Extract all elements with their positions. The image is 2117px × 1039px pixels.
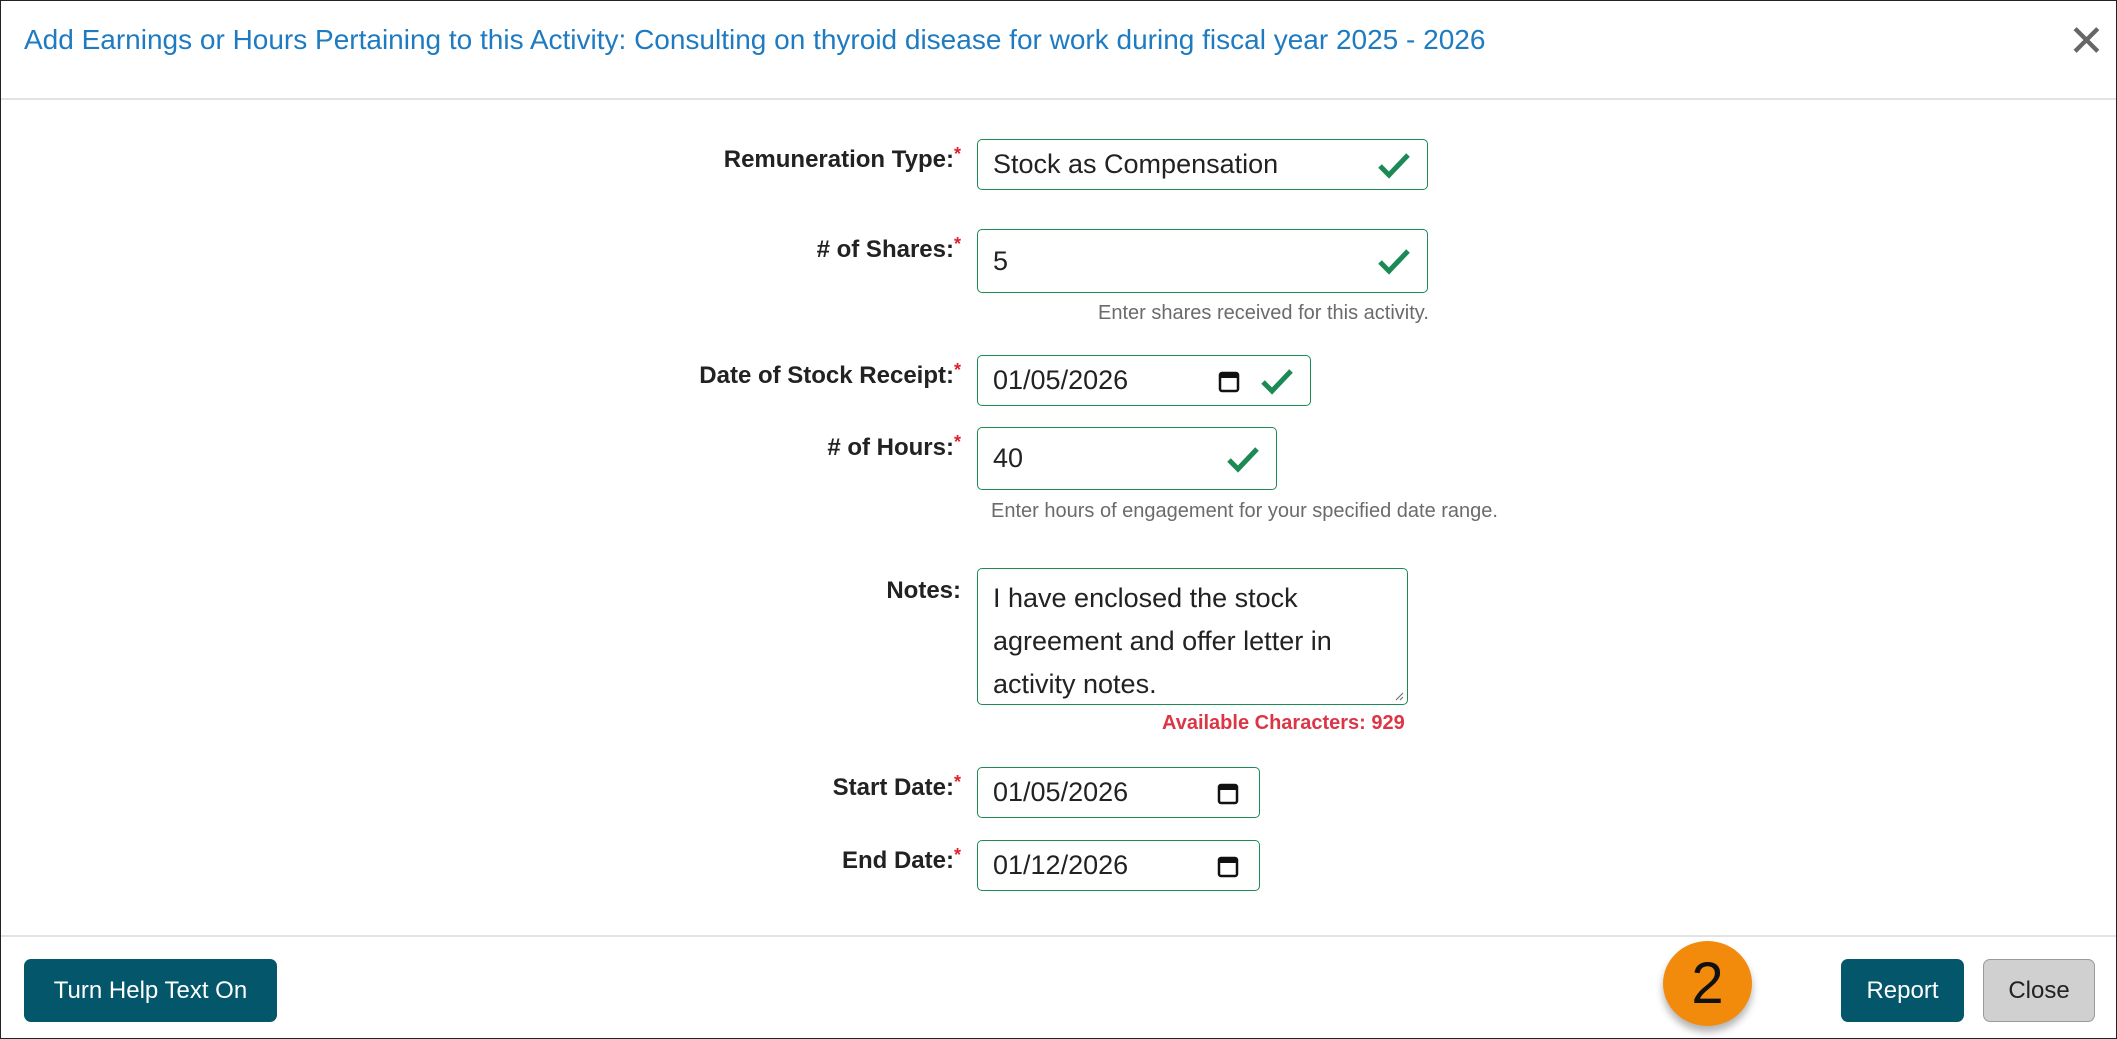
report-button[interactable]: Report — [1841, 959, 1964, 1022]
stock-receipt-date-value: 01/05/2026 — [993, 365, 1129, 395]
remuneration-type-value: Stock as Compensation — [993, 149, 1279, 179]
hours-input[interactable]: 40 — [977, 427, 1277, 490]
hours-value: 40 — [993, 443, 1024, 473]
shares-help-text: Enter shares received for this activity. — [1098, 302, 1429, 324]
start-date-value: 01/05/2026 — [993, 777, 1129, 807]
shares-value: 5 — [993, 245, 1009, 276]
start-date-label: Start Date:* — [832, 772, 961, 801]
available-characters: Available Characters: 929 — [1162, 712, 1405, 734]
header-divider — [1, 98, 2116, 100]
shares-input[interactable]: 5 — [977, 229, 1428, 293]
hours-help-text: Enter hours of engagement for your speci… — [991, 500, 1498, 522]
dialog-title: Add Earnings or Hours Pertaining to this… — [24, 24, 1486, 55]
end-date-label: End Date:* — [841, 845, 961, 874]
start-date-input[interactable]: 01/05/2026 — [977, 767, 1260, 818]
calendar-icon[interactable] — [1217, 781, 1239, 805]
check-icon — [1378, 152, 1410, 179]
calendar-icon[interactable] — [1218, 369, 1240, 393]
close-x-icon[interactable]: ✕ — [2068, 17, 2105, 66]
footer-divider — [1, 935, 2116, 937]
check-icon — [1227, 446, 1259, 473]
stock-receipt-date-label: Date of Stock Receipt:* — [699, 360, 961, 389]
check-icon — [1378, 249, 1410, 275]
remuneration-type-select[interactable]: Stock as Compensation — [977, 139, 1428, 190]
resize-handle-icon[interactable] — [1394, 691, 1404, 701]
shares-label: # of Shares:* — [816, 234, 961, 263]
remuneration-type-label: Remuneration Type:* — [723, 144, 961, 173]
end-date-input[interactable]: 01/12/2026 — [977, 840, 1260, 891]
close-button[interactable]: Close — [1983, 959, 2095, 1022]
stock-receipt-date-input[interactable]: 01/05/2026 — [977, 355, 1311, 406]
check-icon — [1261, 368, 1293, 395]
notes-value: I have enclosed the stock agreement and … — [993, 583, 1332, 699]
turn-help-text-on-button[interactable]: Turn Help Text On — [24, 959, 277, 1022]
calendar-icon[interactable] — [1217, 854, 1239, 878]
hours-label: # of Hours:* — [827, 432, 961, 461]
step-badge: 2 — [1663, 941, 1752, 1026]
notes-label: Notes: — [886, 577, 961, 604]
notes-textarea[interactable]: I have enclosed the stock agreement and … — [977, 568, 1408, 705]
end-date-value: 01/12/2026 — [993, 850, 1129, 880]
